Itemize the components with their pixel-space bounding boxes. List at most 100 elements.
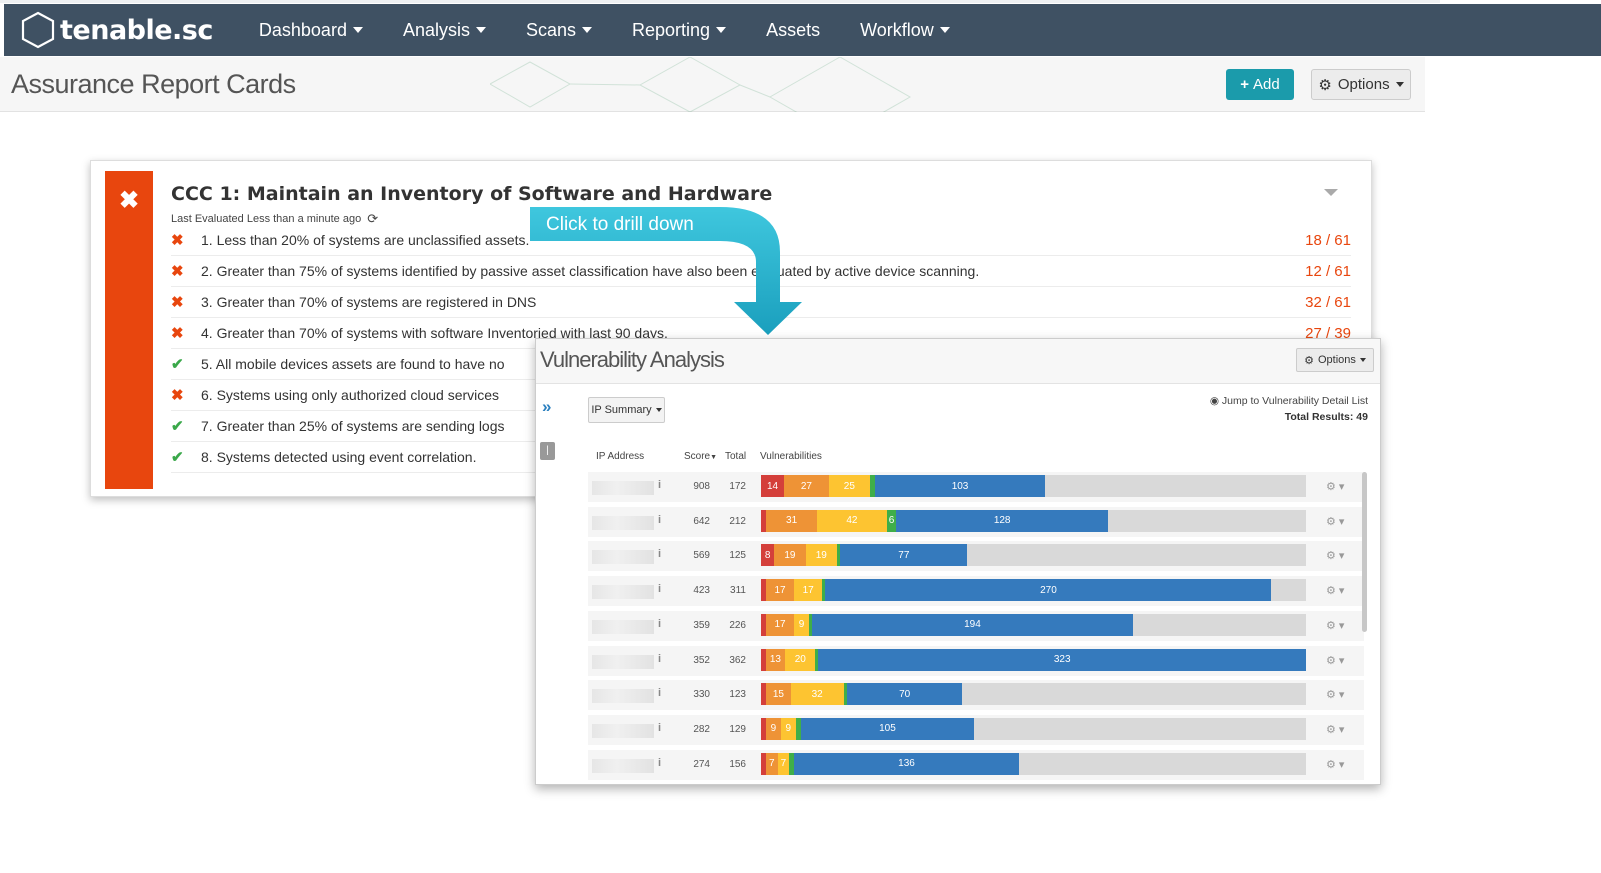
bar-segment-critical[interactable] <box>761 717 766 740</box>
row-gear-icon[interactable]: ⚙ ▾ <box>1326 585 1345 598</box>
bar-segment-info[interactable]: 194 <box>812 613 1133 636</box>
bar-segment-low[interactable]: 6 <box>886 509 897 532</box>
table-row[interactable]: i 908 172 14 27 25 103 ⚙ ▾ <box>588 472 1364 502</box>
ip-address-cell[interactable] <box>592 689 654 704</box>
bar-segment-high[interactable]: 7 <box>766 752 778 775</box>
bar-segment-critical[interactable] <box>761 579 766 602</box>
bar-segment-critical[interactable] <box>761 509 766 532</box>
table-row[interactable]: i 274 156 7 7 136 ⚙ ▾ <box>588 749 1364 780</box>
bar-segment-info[interactable]: 70 <box>846 683 963 706</box>
table-row[interactable]: i 352 362 13 20 323 ⚙ ▾ <box>588 645 1364 676</box>
table-row[interactable]: i 359 226 17 9 194 ⚙ ▾ <box>588 610 1364 641</box>
column-header-ip[interactable]: IP Address <box>596 451 645 462</box>
bar-segment-medium[interactable]: 20 <box>785 648 816 671</box>
ip-address-cell[interactable] <box>592 723 654 738</box>
bar-segment-high[interactable]: 27 <box>784 475 829 497</box>
bar-segment-low[interactable] <box>869 475 875 497</box>
bar-segment-high[interactable]: 17 <box>766 579 795 602</box>
info-icon[interactable]: i <box>658 583 662 596</box>
info-icon[interactable]: i <box>658 479 662 491</box>
bar-segment-info[interactable]: 136 <box>794 752 1019 775</box>
bar-segment-medium[interactable]: 19 <box>805 544 837 567</box>
bar-segment-info[interactable]: 103 <box>874 475 1046 497</box>
nav-scans[interactable]: Scans <box>526 20 593 41</box>
bar-segment-critical[interactable] <box>761 648 766 671</box>
bar-segment-medium[interactable]: 17 <box>794 579 823 602</box>
bar-segment-info[interactable]: 270 <box>825 579 1272 602</box>
bar-segment-info[interactable]: 128 <box>896 509 1108 532</box>
row-gear-icon[interactable]: ⚙ ▾ <box>1326 654 1345 667</box>
options-button[interactable]: ⚙ Options <box>1311 69 1411 100</box>
bar-segment-medium[interactable]: 9 <box>780 717 796 740</box>
expand-sidebar-icon[interactable]: » <box>542 397 552 416</box>
info-icon[interactable]: i <box>658 721 662 734</box>
bar-segment-low[interactable] <box>795 717 801 740</box>
table-row[interactable]: i 569 125 8 19 19 77 ⚙ ▾ <box>588 541 1364 572</box>
ip-address-cell[interactable] <box>592 550 654 565</box>
table-row[interactable]: i 330 123 15 32 70 ⚙ ▾ <box>588 680 1364 711</box>
ip-address-cell[interactable] <box>592 758 654 773</box>
bar-segment-high[interactable]: 15 <box>766 683 791 706</box>
bar-segment-medium[interactable]: 32 <box>790 683 844 706</box>
add-button[interactable]: + Add <box>1226 69 1294 100</box>
row-gear-icon[interactable]: ⚙ ▾ <box>1326 481 1345 493</box>
bar-segment-low[interactable] <box>843 683 847 706</box>
bar-segment-critical[interactable] <box>761 683 766 706</box>
ip-address-cell[interactable] <box>592 619 654 634</box>
nav-workflow[interactable]: Workflow <box>860 20 950 41</box>
row-gear-icon[interactable]: ⚙ ▾ <box>1326 758 1345 771</box>
refresh-icon[interactable]: ⟳ <box>367 211 379 226</box>
bar-segment-medium[interactable]: 25 <box>828 475 870 497</box>
bar-segment-info[interactable]: 77 <box>840 544 968 567</box>
bar-segment-critical[interactable]: 14 <box>761 475 785 497</box>
info-icon[interactable]: i <box>658 756 662 769</box>
nav-analysis[interactable]: Analysis <box>403 20 486 41</box>
column-header-score[interactable]: Score▼ <box>684 451 717 462</box>
ip-address-cell[interactable] <box>592 515 654 530</box>
info-icon[interactable]: i <box>658 513 662 526</box>
bar-segment-info[interactable]: 323 <box>818 648 1306 671</box>
ip-address-cell[interactable] <box>592 654 654 669</box>
va-options-button[interactable]: ⚙ Options <box>1296 348 1374 372</box>
jump-to-detail-link[interactable]: ◉ Jump to Vulnerability Detail List <box>1210 395 1368 407</box>
row-gear-icon[interactable]: ⚙ ▾ <box>1326 723 1345 736</box>
bar-segment-high[interactable]: 17 <box>766 613 795 636</box>
bar-segment-medium[interactable]: 9 <box>794 613 809 636</box>
row-gear-icon[interactable]: ⚙ ▾ <box>1326 515 1345 528</box>
info-icon[interactable]: i <box>658 687 662 700</box>
info-icon[interactable]: i <box>658 617 662 630</box>
table-row[interactable]: i 423 311 17 17 270 ⚙ ▾ <box>588 576 1364 607</box>
ip-address-cell[interactable] <box>592 481 654 495</box>
row-gear-icon[interactable]: ⚙ ▾ <box>1326 689 1345 702</box>
collapse-caret-icon[interactable] <box>1324 189 1338 196</box>
va-scrollbar[interactable] <box>1362 472 1367 632</box>
analysis-tool-select[interactable]: IP Summary <box>588 397 665 423</box>
bar-segment-high[interactable]: 31 <box>766 509 818 532</box>
row-gear-icon[interactable]: ⚙ ▾ <box>1326 550 1345 563</box>
bar-segment-critical[interactable] <box>761 613 766 636</box>
bar-segment-medium[interactable]: 7 <box>777 752 790 775</box>
bar-segment-low[interactable] <box>822 579 826 602</box>
table-row[interactable]: i 642 212 31 42 6 128 ⚙ ▾ <box>588 506 1364 537</box>
bar-segment-high[interactable]: 9 <box>766 717 781 740</box>
nav-dashboard[interactable]: Dashboard <box>259 20 363 41</box>
bar-segment-high[interactable]: 13 <box>765 648 786 671</box>
nav-reporting[interactable]: Reporting <box>632 20 727 41</box>
info-icon[interactable]: i <box>658 652 662 665</box>
nav-assets[interactable]: Assets <box>766 20 820 41</box>
row-gear-icon[interactable]: ⚙ ▾ <box>1326 619 1345 632</box>
bar-segment-low[interactable] <box>789 752 795 775</box>
table-row[interactable]: i 282 129 9 9 105 ⚙ ▾ <box>588 714 1364 745</box>
arc-title[interactable]: CCC 1: Maintain an Inventory of Software… <box>171 183 773 205</box>
column-header-total[interactable]: Total <box>725 451 747 462</box>
bar-segment-critical[interactable] <box>761 752 766 775</box>
bar-segment-high[interactable]: 19 <box>774 544 806 567</box>
bar-segment-low[interactable] <box>808 613 813 636</box>
ip-address-cell[interactable] <box>592 585 654 600</box>
bar-segment-critical[interactable]: 8 <box>761 544 775 567</box>
bar-segment-medium[interactable]: 42 <box>817 509 887 532</box>
bar-segment-info[interactable]: 105 <box>800 717 975 740</box>
sidebar-tab-icon[interactable]: | <box>540 442 555 460</box>
bar-segment-low[interactable] <box>815 648 819 671</box>
brand-logo[interactable]: tenable.sc <box>20 11 213 49</box>
